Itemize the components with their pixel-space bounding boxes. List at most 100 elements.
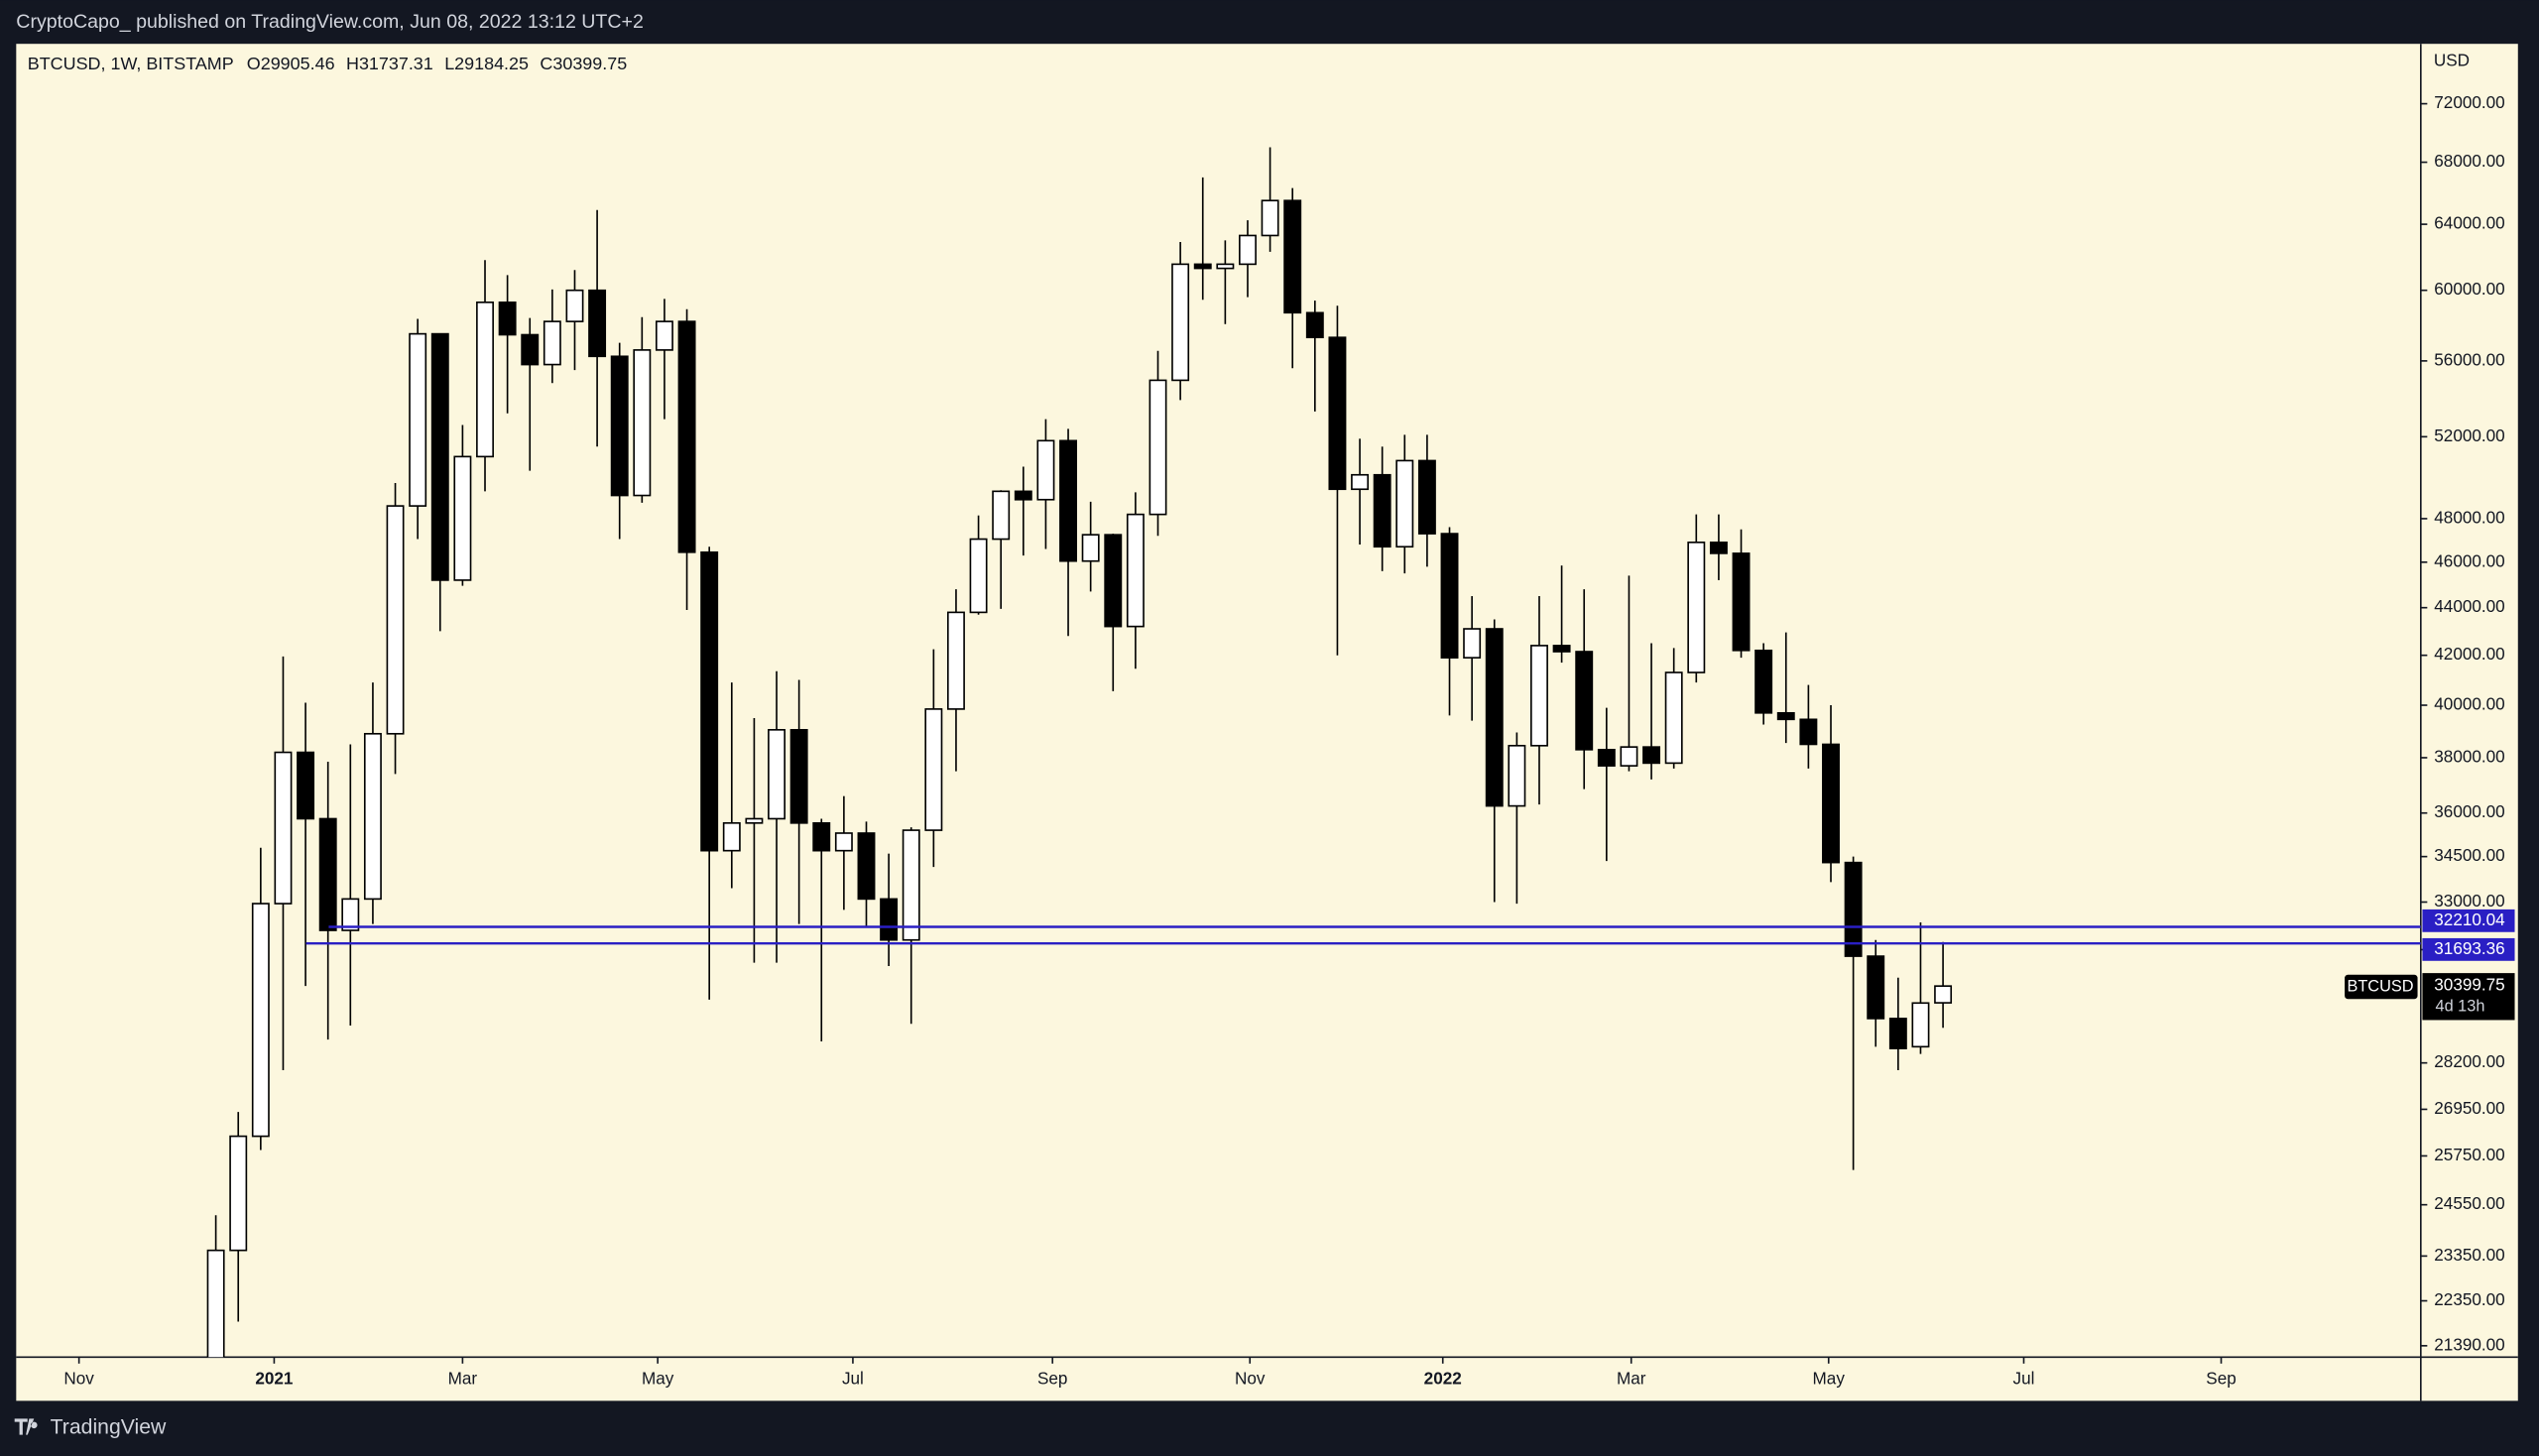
candle-body xyxy=(1934,985,1953,1004)
y-tick-label: 26950.00 xyxy=(2434,1098,2504,1118)
candle-body xyxy=(1193,263,1212,270)
countdown: 4d 13h xyxy=(2436,998,2485,1016)
series-tag-label: BTCUSD xyxy=(2347,977,2413,995)
candle-body xyxy=(1171,263,1190,382)
candle-body xyxy=(1888,1018,1907,1049)
y-tick-label: 28200.00 xyxy=(2434,1051,2504,1071)
y-tick-label: 25750.00 xyxy=(2434,1145,2504,1164)
candle-body xyxy=(1620,746,1638,767)
x-tick-label: 2021 xyxy=(255,1369,294,1389)
x-tick-label: Nov xyxy=(63,1369,94,1389)
y-tick-label: 72000.00 xyxy=(2434,92,2504,112)
candle-body xyxy=(1463,628,1482,659)
y-tick-label: 36000.00 xyxy=(2434,801,2504,821)
candle-body xyxy=(430,332,449,581)
candle-body xyxy=(1799,718,1818,746)
y-tick-label: 38000.00 xyxy=(2434,746,2504,766)
chart-background xyxy=(16,44,2518,1401)
candle-body xyxy=(206,1249,225,1358)
candle-body xyxy=(745,817,764,824)
candle-body xyxy=(1417,459,1436,535)
price-tag-label: 32210.04 xyxy=(2434,910,2505,929)
legend-value: O29905.46 xyxy=(247,54,335,73)
candle-body xyxy=(1508,744,1526,807)
candle-body xyxy=(1261,199,1279,237)
candle-body xyxy=(902,829,920,941)
candle-body xyxy=(386,505,405,735)
x-tick-label: Mar xyxy=(1617,1369,1646,1389)
x-tick-label: Mar xyxy=(448,1369,478,1389)
candle-body xyxy=(1328,336,1347,491)
candle-body xyxy=(1754,649,1773,714)
candle-body xyxy=(1149,379,1167,516)
candle-body xyxy=(341,898,360,931)
candle-body xyxy=(229,1135,248,1252)
candle-body xyxy=(297,751,315,820)
candle-body xyxy=(453,455,472,581)
x-tick-label: Jul xyxy=(842,1369,864,1389)
candle-body xyxy=(1911,1002,1930,1048)
price-tag-label: 31693.36 xyxy=(2434,938,2504,958)
candle-body xyxy=(1059,439,1077,562)
x-tick-label: May xyxy=(1813,1369,1846,1389)
y-tick-label: 40000.00 xyxy=(2434,694,2504,714)
x-tick-label: May xyxy=(642,1369,674,1389)
candle-body xyxy=(1732,552,1751,652)
candle-body xyxy=(1351,473,1370,491)
candle-body xyxy=(251,903,270,1138)
axis-unit: USD xyxy=(2434,51,2470,70)
candle-body xyxy=(1239,234,1257,266)
logo-icon xyxy=(14,1418,38,1435)
candle-body xyxy=(1373,473,1391,548)
candle-body xyxy=(789,729,808,824)
candle-body xyxy=(409,332,427,507)
candle-body xyxy=(834,832,853,852)
series-tag xyxy=(2345,974,2418,1000)
y-tick-label: 33000.00 xyxy=(2434,891,2504,910)
candle-body xyxy=(1597,749,1616,767)
price-tag xyxy=(2422,937,2515,961)
x-tick-label: Jul xyxy=(2013,1369,2035,1389)
y-tick-label: 52000.00 xyxy=(2434,425,2504,445)
candle-body xyxy=(992,490,1011,541)
candle-body xyxy=(1014,490,1032,501)
candle-body xyxy=(655,320,673,351)
candle-body xyxy=(633,349,652,497)
y-tick-label: 23350.00 xyxy=(2434,1245,2504,1265)
candle-body xyxy=(880,898,899,941)
candle-body xyxy=(1305,311,1324,339)
candle-body xyxy=(857,832,876,901)
candle-body xyxy=(1687,542,1706,673)
candle-body xyxy=(1552,645,1571,653)
x-tick-label: Nov xyxy=(1235,1369,1266,1389)
candle-body xyxy=(1776,711,1795,721)
candle-body xyxy=(498,301,517,336)
price-tag xyxy=(2422,909,2515,932)
y-tick-label: 64000.00 xyxy=(2434,213,2504,233)
candle-body xyxy=(565,289,584,322)
candle-body xyxy=(1530,645,1548,747)
legend-value: C30399.75 xyxy=(540,54,627,73)
plot xyxy=(206,147,2421,1358)
candle-body xyxy=(318,817,337,931)
candle-body xyxy=(924,708,943,831)
candle-body xyxy=(1081,534,1100,562)
candle-body xyxy=(700,550,719,852)
x-tick-label: Sep xyxy=(2206,1369,2236,1389)
footer: TradingView xyxy=(51,1416,167,1439)
y-tick-label: 44000.00 xyxy=(2434,596,2504,616)
axes: 72000.00 68000.00 64000.00 60000.00 56000.00… xyxy=(63,92,2515,1389)
last-price-label: 30399.75 xyxy=(2434,975,2504,995)
last-price-tag xyxy=(2422,973,2515,1021)
y-tick-label: 46000.00 xyxy=(2434,550,2504,570)
candle-body xyxy=(768,729,786,820)
candle-body xyxy=(677,320,696,553)
candle-body xyxy=(588,289,607,358)
candle-body xyxy=(543,320,561,366)
candle-body xyxy=(722,821,741,852)
header: CryptoCapo_ published on TradingView.com… xyxy=(16,11,644,33)
candle-body xyxy=(1126,513,1145,628)
candle-body xyxy=(521,333,540,366)
